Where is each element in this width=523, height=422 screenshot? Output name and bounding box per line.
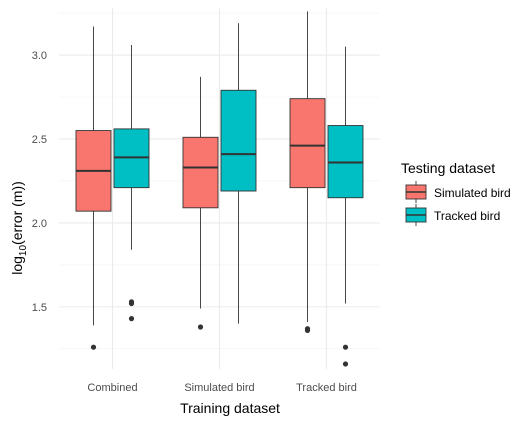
box-iqr [289, 98, 326, 189]
x-tick-label: Combined [87, 382, 137, 394]
y-tick-label: 2.0 [32, 218, 47, 230]
box-simulated-bird [289, 11, 326, 333]
box-simulated-bird [182, 76, 219, 330]
box-tracked-bird [113, 44, 150, 322]
legend-label: Simulated bird [434, 186, 511, 200]
legend: Testing dataset Simulated bird Tracked bi… [401, 160, 511, 226]
y-axis-title-subscript: 10 [18, 245, 29, 257]
box-tracked-bird [220, 23, 257, 324]
x-axis-title: Training dataset [180, 400, 280, 416]
legend-items: Simulated bird Tracked bird [405, 181, 511, 226]
major-gridlines [59, 8, 380, 369]
outlier-point [342, 361, 349, 367]
y-axis-title-rest: (error (m)) [9, 181, 25, 245]
outlier-point [128, 316, 135, 322]
legend-label: Tracked bird [434, 209, 500, 223]
x-tick-label: Simulated bird [184, 382, 254, 394]
y-tick-label: 2.5 [32, 134, 47, 146]
y-tick-label: 1.5 [32, 302, 47, 314]
outlier-point [90, 344, 97, 350]
outlier-point [304, 326, 311, 332]
x-tick-label: Tracked bird [296, 382, 357, 394]
legend-key [405, 181, 427, 203]
y-axis-title-base: log [9, 256, 25, 275]
box-tracked-bird [327, 46, 364, 367]
x-axis-tick-labels: Combined Simulated bird Tracked bird [87, 382, 356, 394]
box-simulated-bird [75, 26, 112, 350]
outlier-point [197, 324, 204, 330]
legend-title: Testing dataset [401, 160, 495, 176]
box-groups [75, 11, 364, 367]
legend-key [405, 204, 427, 226]
outlier-point [128, 299, 135, 305]
box-iqr [182, 136, 219, 209]
outlier-point [342, 344, 349, 350]
y-axis-tick-labels: 1.5 2.0 2.5 3.0 [32, 50, 47, 314]
y-tick-label: 3.0 [32, 50, 47, 62]
box-iqr [220, 89, 257, 192]
y-axis-title: log10(error (m)) [9, 181, 29, 275]
